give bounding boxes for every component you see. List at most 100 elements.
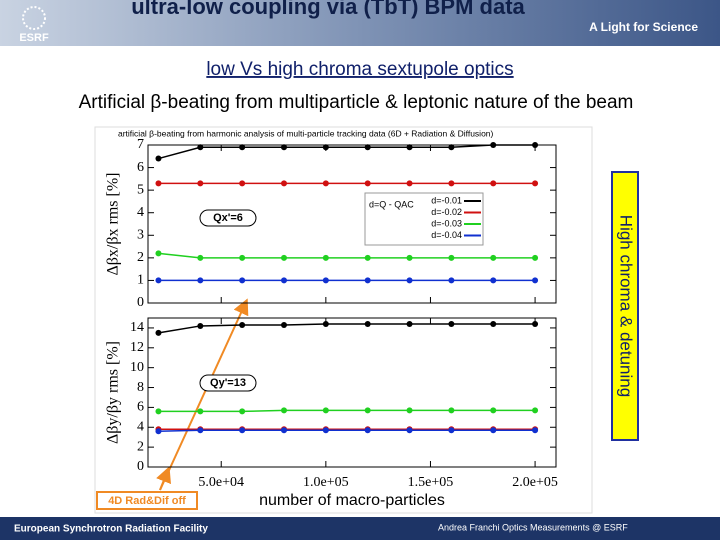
plot-frame [147, 144, 557, 304]
data-point [281, 144, 287, 151]
data-point [406, 320, 413, 327]
heading: low Vs high chroma sextupole optics [206, 59, 513, 80]
data-point [155, 428, 162, 435]
y-tick-label: 1 [137, 273, 144, 288]
data-point [322, 254, 329, 261]
data-point [532, 427, 539, 434]
slide-title: ultra-low coupling via (TbT) BPM data [131, 0, 525, 19]
data-point [239, 408, 246, 415]
legend-box [364, 192, 484, 246]
data-point [239, 180, 246, 187]
x-tick-label: 2.0e+05 [512, 475, 558, 490]
data-point [322, 180, 329, 187]
logo [22, 6, 46, 30]
y-tick-label: 6 [137, 400, 144, 415]
data-point [239, 427, 246, 434]
data-point [448, 277, 455, 284]
arrow [159, 298, 249, 491]
data-point [239, 277, 246, 284]
tagline: A Light for Science [589, 20, 698, 34]
y-tick-label: 14 [130, 320, 144, 335]
data-point [197, 277, 204, 284]
data-point [532, 277, 539, 284]
data-point [406, 144, 413, 151]
side-label-box [611, 171, 639, 441]
data-point [406, 427, 413, 434]
data-point [155, 155, 162, 162]
legend-label: d=-0.02 [431, 207, 462, 217]
y-tick-label: 0 [137, 459, 144, 474]
brand: ESRF [19, 32, 49, 44]
data-point [532, 142, 539, 148]
data-point [448, 320, 455, 327]
y-tick-label: 4 [137, 419, 144, 434]
data-point [490, 407, 497, 414]
data-point [532, 254, 539, 261]
legend-label: d=-0.04 [431, 230, 462, 240]
data-point [364, 254, 371, 261]
data-point [406, 180, 413, 187]
y-tick-label: 6 [137, 160, 144, 175]
y-tick-label: 3 [137, 228, 144, 243]
corner-label-box [96, 491, 198, 510]
subheading: Artificial β-beating from multiparticle … [79, 92, 634, 113]
annotation-box [199, 374, 257, 392]
data-point [239, 144, 246, 151]
x-tick-label: 1.5e+05 [408, 475, 454, 490]
data-point [532, 180, 539, 187]
figure-title: artificial β-beating from harmonic analy… [118, 128, 494, 138]
data-point [406, 407, 413, 414]
data-point [197, 427, 204, 434]
footer-band [0, 517, 720, 540]
series-line [158, 429, 536, 432]
legend-label: d=-0.01 [431, 195, 462, 205]
data-point [281, 254, 287, 261]
data-point [448, 180, 455, 187]
data-point [490, 254, 497, 261]
legend-label: d=-0.03 [431, 218, 462, 228]
data-point [364, 320, 371, 327]
data-point [490, 277, 497, 284]
y-tick-label: 4 [137, 205, 144, 220]
data-point [322, 277, 329, 284]
series-line [158, 323, 536, 334]
y-axis-label: Δβy/βy rms [%] [105, 341, 122, 444]
data-point [448, 407, 455, 414]
data-point [155, 329, 162, 336]
data-point [281, 407, 287, 414]
corner-label: 4D Rad&Dif off [108, 495, 186, 507]
side-label: High chroma & detuning [617, 215, 636, 397]
y-tick-label: 7 [137, 137, 144, 152]
data-point [197, 180, 204, 187]
data-point [490, 142, 497, 148]
plot-frame [147, 317, 557, 468]
y-tick-label: 5 [137, 182, 144, 197]
figure [94, 126, 593, 514]
data-point [406, 254, 413, 261]
y-tick-label: 10 [130, 360, 144, 375]
data-point [197, 408, 204, 415]
data-point [197, 254, 204, 261]
data-point [448, 427, 455, 434]
data-point [155, 250, 162, 257]
data-point [448, 144, 455, 151]
footer-left: European Synchrotron Radiation Facility [14, 524, 208, 535]
footer-right: Andrea Franchi Optics Measurements @ ESR… [438, 522, 628, 532]
data-point [364, 427, 371, 434]
data-point [239, 254, 246, 261]
annotation-box [199, 209, 257, 227]
x-tick-label: 1.0e+05 [303, 475, 349, 490]
data-point [406, 277, 413, 284]
data-point [364, 407, 371, 414]
data-point [322, 320, 329, 327]
data-point [155, 277, 162, 284]
data-point [281, 321, 287, 328]
data-point [155, 408, 162, 415]
series-line [158, 409, 536, 413]
y-tick-label: 8 [137, 380, 144, 395]
series-line [158, 252, 536, 259]
y-axis-label: Δβx/βx rms [%] [105, 173, 122, 276]
data-point [281, 277, 287, 284]
data-point [239, 321, 246, 328]
